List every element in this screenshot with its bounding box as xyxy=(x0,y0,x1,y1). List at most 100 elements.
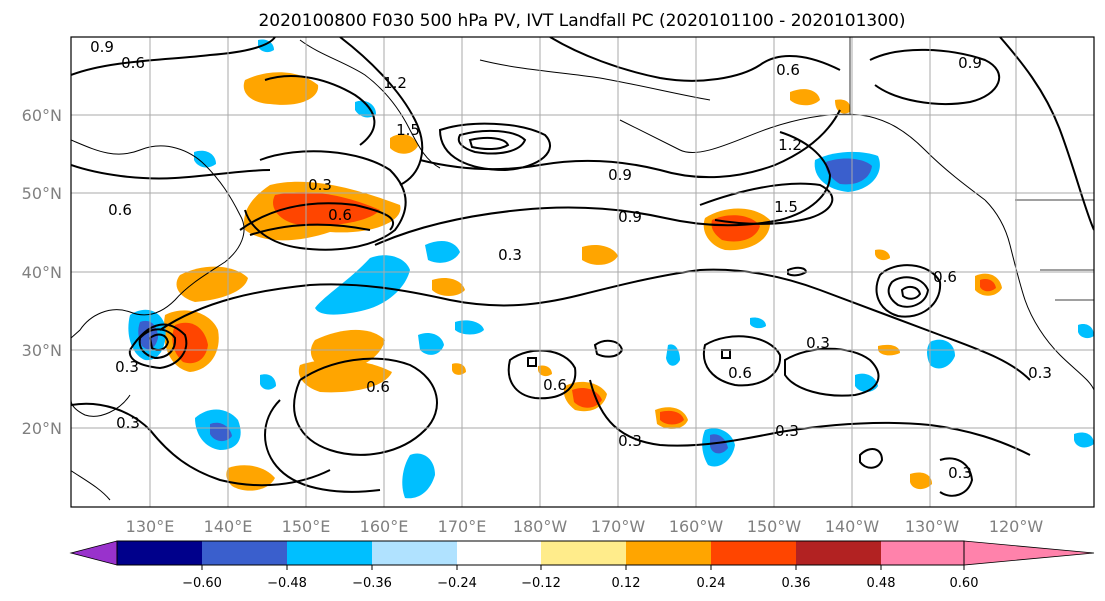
contour-line xyxy=(71,37,276,76)
contour-label: 0.9 xyxy=(608,166,632,184)
colorbar-segment xyxy=(287,541,372,565)
contour-line xyxy=(869,48,1001,105)
shade-warm xyxy=(582,245,618,265)
contour-label: 0.9 xyxy=(958,54,982,72)
lon-label: 180°W xyxy=(513,517,568,536)
colorbar: −0.60 −0.48 −0.36 −0.24 −0.12 0.12 0.24 … xyxy=(69,540,1095,591)
shade-cool xyxy=(710,434,728,454)
colorbar-tick-label: −0.60 xyxy=(182,576,222,591)
contour-label: 0.6 xyxy=(933,268,957,286)
colorbar-tick-label: 0.24 xyxy=(697,576,726,591)
lat-label: 40°N xyxy=(22,263,62,282)
shade-warm xyxy=(660,410,684,425)
contour-line xyxy=(419,109,841,179)
contour-label: 0.9 xyxy=(618,208,642,226)
contour-label: 0.9 xyxy=(90,38,114,56)
contour-line xyxy=(784,347,880,397)
lon-label: 130°W xyxy=(905,517,960,536)
shade-cool xyxy=(425,240,460,263)
lat-label: 20°N xyxy=(22,419,62,438)
coastline xyxy=(984,199,1094,391)
shade-cool xyxy=(825,158,872,185)
colorbar-segment xyxy=(457,541,541,565)
contour-label: 0.6 xyxy=(121,54,145,72)
shade-warm xyxy=(790,89,820,106)
contour-label: 0.3 xyxy=(1028,364,1052,382)
contour-line xyxy=(507,349,577,400)
colorbar-ticks xyxy=(201,565,965,570)
contour-line xyxy=(339,37,424,186)
shade-warm xyxy=(910,472,932,490)
contour-line xyxy=(239,202,394,231)
shade-cool xyxy=(355,100,376,118)
lon-label: 160°E xyxy=(360,517,409,536)
colorbar-tick-label: 0.60 xyxy=(950,576,979,591)
shade-cool xyxy=(1074,432,1094,448)
contour-label: 0.6 xyxy=(108,201,132,219)
contour-line xyxy=(468,136,510,151)
contour-line xyxy=(244,150,407,251)
shade-warm xyxy=(176,266,248,302)
lat-label: 30°N xyxy=(22,341,62,360)
contour-line xyxy=(900,285,922,300)
pv-contours xyxy=(71,37,1094,497)
shade-warm xyxy=(243,72,319,105)
gridlines xyxy=(71,37,1094,507)
contour-label: 0.6 xyxy=(728,364,752,382)
figure-title: 2020100800 F030 500 hPa PV, IVT Landfall… xyxy=(258,11,905,31)
contour-label: 0.6 xyxy=(328,206,352,224)
contour-line xyxy=(128,323,188,370)
colorbar-segment xyxy=(626,541,711,565)
shade-warm xyxy=(980,278,996,292)
coastline xyxy=(479,59,711,101)
colorbar-tick-label: 0.36 xyxy=(782,576,811,591)
colorbar-tick-label: −0.12 xyxy=(521,576,561,591)
colorbar-segment xyxy=(202,541,287,565)
lon-label: 160°W xyxy=(669,517,724,536)
coastline xyxy=(71,470,111,501)
lon-label: 130°E xyxy=(126,517,175,536)
contour-line xyxy=(264,74,376,146)
contour-label: 0.6 xyxy=(776,61,800,79)
contour-line xyxy=(293,357,438,456)
contour-label: 0.3 xyxy=(948,464,972,482)
lat-label: 60°N xyxy=(22,106,62,125)
lon-label: 120°W xyxy=(989,517,1044,536)
contour-label: 0.3 xyxy=(308,176,332,194)
colorbar-segment xyxy=(711,541,796,565)
shade-cool xyxy=(750,317,766,329)
contour-label: 0.6 xyxy=(543,376,567,394)
colorbar-tick-label: −0.48 xyxy=(267,576,307,591)
colorbar-segment xyxy=(117,541,202,565)
shade-cool xyxy=(402,453,435,499)
coastline xyxy=(71,139,245,339)
contour-line xyxy=(875,264,942,318)
contour-label: 1.2 xyxy=(778,136,802,154)
map-panel: 0.9 0.6 1.2 1.5 0.3 0.6 0.9 1.2 1.5 0.9 … xyxy=(70,36,1095,508)
colorbar-segment xyxy=(372,541,457,565)
colorbar-segment xyxy=(541,541,626,565)
contour-labels: 0.9 0.6 1.2 1.5 0.3 0.6 0.9 1.2 1.5 0.9 … xyxy=(90,38,1052,482)
contour-line xyxy=(138,328,177,360)
contour-line xyxy=(699,182,834,225)
shade-warm xyxy=(538,365,552,377)
contour-line xyxy=(71,164,271,180)
contour-line xyxy=(527,357,537,367)
contour-label: 0.3 xyxy=(775,422,799,440)
contour-label: 0.6 xyxy=(366,378,390,396)
contour-line xyxy=(438,122,551,172)
shade-cool xyxy=(210,422,232,442)
contour-line xyxy=(939,457,974,497)
colorbar-segment xyxy=(881,541,964,565)
shade-warm xyxy=(432,278,465,296)
contour-line xyxy=(374,131,832,246)
contour-line xyxy=(859,448,884,469)
contour-label: 1.5 xyxy=(396,121,420,139)
contour-label: 0.3 xyxy=(618,432,642,450)
contour-label: 0.3 xyxy=(116,414,140,432)
shade-cool xyxy=(260,374,276,390)
map-frame xyxy=(70,36,1095,508)
colorbar-tick-label: −0.36 xyxy=(352,576,392,591)
contour-line xyxy=(71,402,331,487)
